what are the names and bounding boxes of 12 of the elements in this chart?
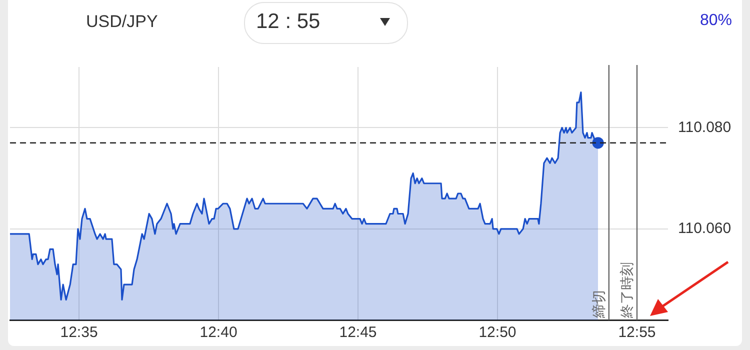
x-tick-label: 12:55 [618,324,656,342]
text: 80% [700,12,732,30]
chart-title: USD/JPY [86,12,158,32]
y-tick-label: 110.060 [678,220,732,238]
ref-line-label: 締切 [592,290,608,319]
x-tick-label: 12:35 [60,324,98,342]
x-tick-label: 12:45 [339,324,377,342]
x-tick-label: 12:50 [478,324,516,342]
ref-line-label: 終了時刻 [620,262,636,319]
y-tick-label: 110.080 [678,118,732,136]
text: 12 : 55 [256,10,320,34]
x-tick-label: 12:40 [200,324,238,342]
